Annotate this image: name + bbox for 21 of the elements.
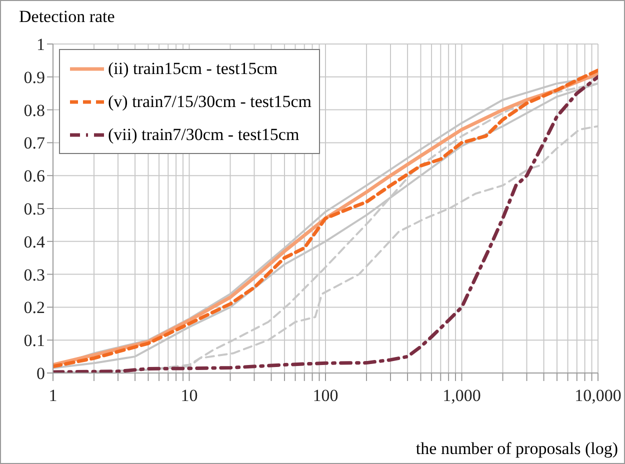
y-tick-label: 0.4 xyxy=(24,232,46,252)
y-tick-label: 0.3 xyxy=(24,265,45,284)
x-tick-label: 10 xyxy=(180,386,198,406)
y-tick-label: 0.2 xyxy=(24,298,45,318)
x-tick-label: 10,000 xyxy=(574,386,622,406)
x-axis-title: the number of proposals (log) xyxy=(416,439,618,459)
x-tick-label: 100 xyxy=(312,386,338,406)
y-tick-label: 0.7 xyxy=(24,134,46,153)
x-tick-label: 1 xyxy=(48,386,58,406)
y-tick-label: 0 xyxy=(36,364,45,384)
y-tick-label: 0.8 xyxy=(24,100,45,120)
x-tick-label: 1,000 xyxy=(442,386,481,406)
legend-label: (ii) train15cm - test15cm xyxy=(108,58,278,78)
y-tick-label: 0.1 xyxy=(24,331,45,350)
y-axis-title: Detection rate xyxy=(19,7,115,27)
y-tick-label: 0.5 xyxy=(24,200,45,219)
legend-label: (vii) train7/30cm - test15cm xyxy=(108,124,300,144)
y-tick-label: 1 xyxy=(36,35,45,54)
y-tick-label: 0.9 xyxy=(24,68,45,87)
y-tick-label: 0.6 xyxy=(24,166,45,186)
legend-label: (v) train7/15/30cm - test15cm xyxy=(108,92,312,112)
